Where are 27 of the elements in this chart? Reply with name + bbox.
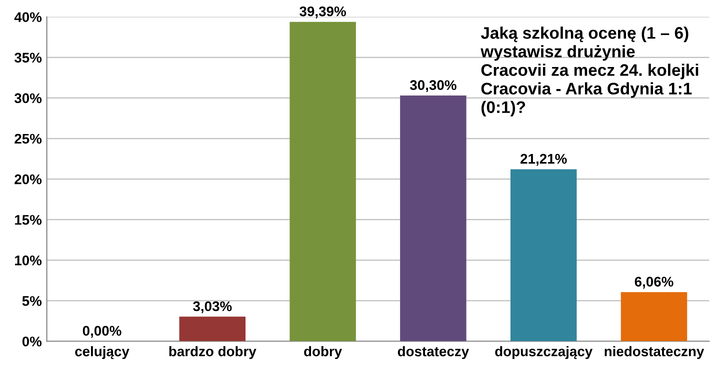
x-tick-label: dobry bbox=[304, 346, 342, 360]
y-tick-label: 35% bbox=[14, 52, 42, 63]
y-tick-label: 30% bbox=[14, 93, 42, 104]
x-tick-label: bardzo dobry bbox=[169, 346, 256, 360]
x-tick-label: niedostateczny bbox=[604, 346, 704, 360]
data-label: 3,03% bbox=[193, 301, 232, 314]
x-tick-label: dostateczy bbox=[398, 346, 470, 360]
bar bbox=[510, 169, 577, 342]
y-tick-label: 20% bbox=[14, 174, 42, 184]
x-tick-label: dopuszczający bbox=[495, 346, 593, 360]
data-label: 0,00% bbox=[82, 326, 122, 338]
y-tick-label: 5% bbox=[22, 296, 42, 306]
y-tick-label: 15% bbox=[15, 214, 42, 225]
text: Jaką szkolną ocenę (1 – 6) wystawisz drużynie Cracovii za mecz 24. kolejki Cracovia - Arka Gdynia 1:1 (0:1)? bbox=[480, 26, 698, 116]
y-tick-label: 10% bbox=[15, 255, 42, 266]
bar bbox=[620, 292, 688, 342]
x-tick-label: celujący bbox=[75, 346, 130, 360]
data-label: 39,39% bbox=[300, 6, 346, 18]
data-label: 6,06% bbox=[634, 276, 674, 289]
data-label: 21,21% bbox=[520, 154, 567, 166]
bar bbox=[400, 96, 466, 342]
bar bbox=[290, 22, 356, 342]
y-tick-label: 40% bbox=[14, 12, 42, 22]
data-label: 30,30% bbox=[410, 80, 456, 92]
y-tick-label: 0% bbox=[22, 336, 42, 346]
bar bbox=[179, 316, 246, 342]
y-tick-label: 25% bbox=[14, 134, 42, 144]
